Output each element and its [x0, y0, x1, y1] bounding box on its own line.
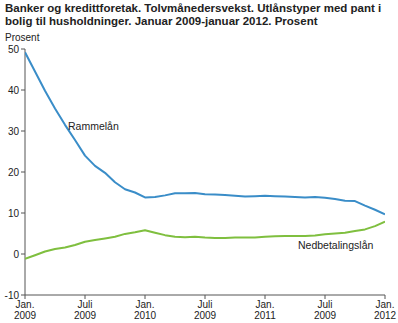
- y-tick-label: 10: [8, 208, 20, 219]
- y-tick-label: 40: [8, 85, 20, 96]
- y-tick: [21, 213, 25, 214]
- x-tick-label-line: Jan.: [256, 299, 275, 310]
- y-tick: [21, 49, 25, 50]
- x-tick-label: Jan.2012: [374, 299, 397, 321]
- x-tick-label: Juli2009: [194, 299, 217, 321]
- x-tick-label-line: 2011: [254, 310, 276, 321]
- series-label: Rammelån: [68, 120, 119, 132]
- y-tick: [21, 90, 25, 91]
- series-label: Nedbetalingslån: [298, 239, 373, 251]
- x-tick-label-line: Jan.: [136, 299, 155, 310]
- x-tick-label: Juli2009: [314, 299, 337, 321]
- title-line: Banker og kredittforetak. Tolvmånedersve…: [5, 2, 381, 14]
- y-tick: [21, 295, 25, 296]
- x-tick-label-line: Juli: [197, 299, 212, 310]
- y-tick-label: 0: [13, 249, 19, 260]
- y-tick: [21, 172, 25, 173]
- x-tick-label-line: Juli: [317, 299, 332, 310]
- title-line: bolig til husholdninger. Januar 2009-jan…: [5, 15, 318, 27]
- title: Banker og kredittforetak. Tolvmånedersve…: [5, 2, 381, 27]
- x-tick-label-line: 2012: [374, 310, 397, 321]
- y-tick-label: 30: [8, 126, 20, 137]
- y-tick: [21, 131, 25, 132]
- x-tick-label-line: Jan.: [376, 299, 395, 310]
- x-tick-label-line: 2009: [14, 310, 37, 321]
- series-line: [25, 52, 385, 214]
- x-tick-label-line: 2010: [134, 310, 157, 321]
- y-tick-label: 50: [8, 44, 20, 55]
- x-tick-label: Jan.2010: [134, 299, 157, 321]
- series-line: [25, 222, 385, 259]
- x-tick-label: Jan.2009: [14, 299, 37, 321]
- x-tick-label-line: 2009: [74, 310, 97, 321]
- plot-area: [25, 52, 385, 259]
- y-tick: [21, 254, 25, 255]
- x-tick-label: Jan.2011: [254, 299, 276, 321]
- x-tick-label-line: 2009: [194, 310, 217, 321]
- x-tick-label-line: Jan.: [16, 299, 35, 310]
- x-tick-label: Juli2009: [74, 299, 97, 321]
- chart: Banker og kredittforetak. Tolvmånedersve…: [0, 0, 398, 323]
- y-axis-label: Prosent: [5, 32, 40, 43]
- y-tick-label: 20: [8, 167, 20, 178]
- x-tick-label-line: 2009: [314, 310, 337, 321]
- x-tick-label-line: Juli: [77, 299, 92, 310]
